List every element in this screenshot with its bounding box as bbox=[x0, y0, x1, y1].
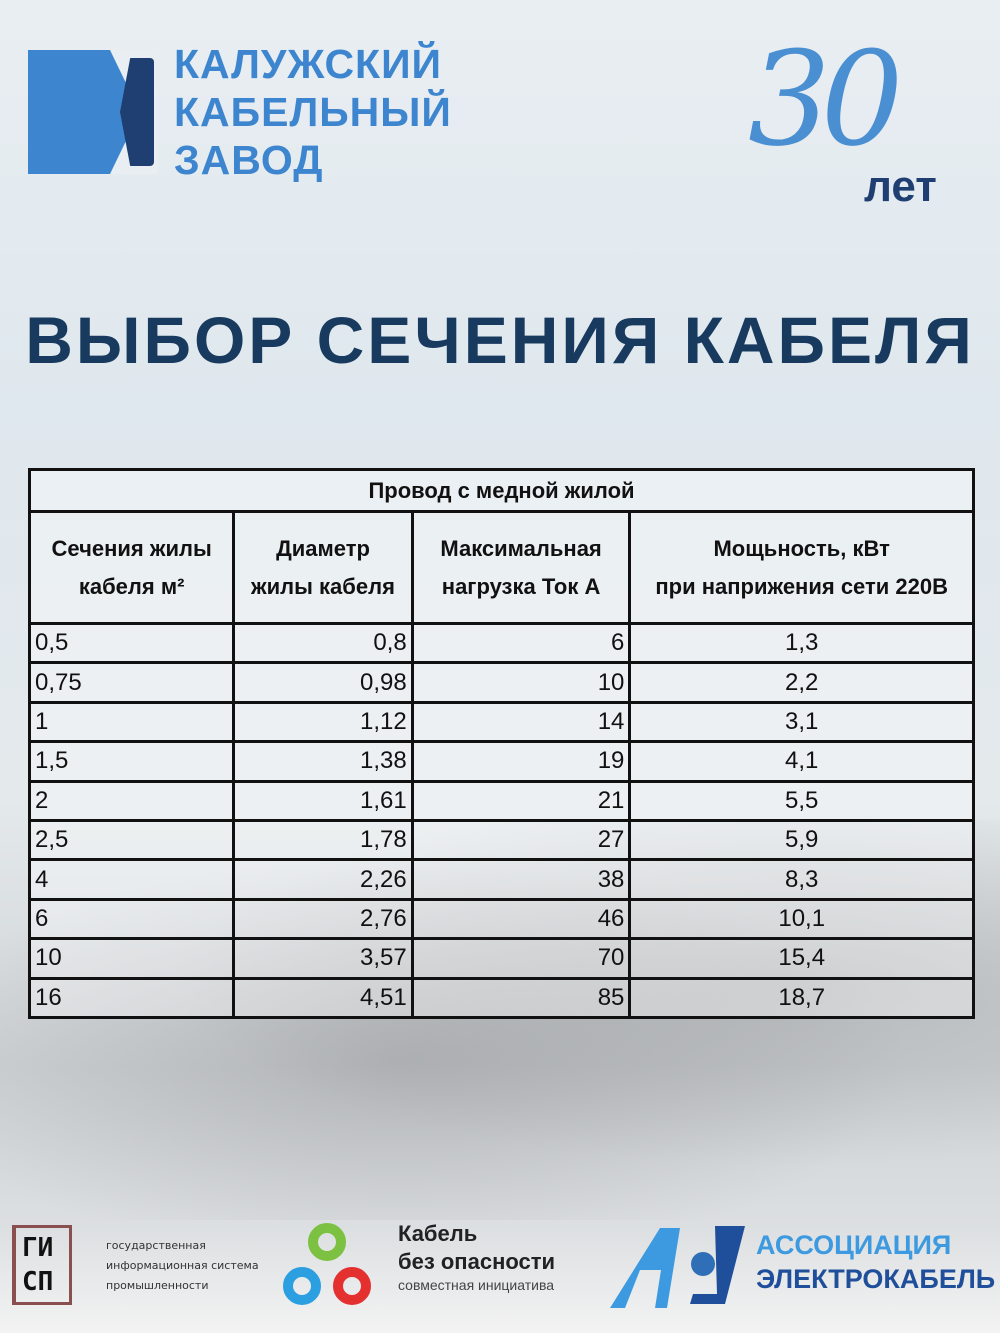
logo-line: ЗАВОД bbox=[174, 137, 324, 183]
gisp-mark: ГИ bbox=[22, 1233, 54, 1263]
table-cell: 2 bbox=[27, 779, 236, 822]
table-cell: 6 bbox=[410, 621, 632, 665]
anniversary-badge: 30 лет bbox=[748, 23, 978, 211]
gisp-text: государственная информационная система п… bbox=[106, 1236, 259, 1296]
table-cell: 2,5 bbox=[27, 818, 236, 862]
table-cell: 38 bbox=[410, 858, 632, 901]
footer-partners: ГИ СП государственная информационная сис… bbox=[0, 1210, 1000, 1310]
table-cell: 70 bbox=[410, 937, 632, 980]
table-cell: 1 bbox=[27, 700, 236, 744]
table-row: 4 2,26 38 8,3 bbox=[27, 858, 975, 901]
table-cell: 5,9 bbox=[628, 818, 975, 862]
table-cell: 15,4 bbox=[628, 937, 975, 980]
anniversary-label: лет bbox=[864, 162, 937, 211]
table-cell: 10 bbox=[410, 661, 632, 704]
table-cell: 46 bbox=[410, 897, 632, 941]
table-cell: 4,51 bbox=[232, 976, 414, 1019]
column-header-line: при наприжения сети 220В bbox=[655, 573, 949, 599]
table-cell: 18,7 bbox=[628, 976, 975, 1019]
column-header: Максимальная нагрузка Ток А bbox=[410, 510, 632, 625]
column-header-line: Сечения жилы bbox=[51, 535, 212, 561]
column-header: Мощьность, кВт при наприжения сети 220В bbox=[628, 510, 975, 625]
column-header: Сечения жилы кабеля м² bbox=[27, 510, 236, 625]
table-row: 1,5 1,38 19 4,1 bbox=[27, 740, 975, 783]
kbo-logo: Кабель без опасности совместная инициати… bbox=[398, 1220, 555, 1294]
kbo-title: без опасности bbox=[398, 1249, 556, 1274]
table-row: 1 1,12 14 3,1 bbox=[27, 700, 975, 744]
table-row: 0,5 0,8 6 1,3 bbox=[27, 621, 975, 665]
gisp-logo: ГИ СП bbox=[12, 1225, 72, 1305]
logo-line: КАБЕЛЬНЫЙ bbox=[174, 89, 452, 135]
column-header-line: нагрузка Ток А bbox=[441, 573, 601, 599]
column-header-line: Мощьность, кВт bbox=[713, 535, 890, 561]
kkz-logo: КАЛУЖСКИЙ КАБЕЛЬНЫЙ ЗАВОД bbox=[28, 41, 468, 183]
column-header-line: кабеля м² bbox=[78, 573, 185, 599]
logo-line: КАЛУЖСКИЙ bbox=[174, 41, 443, 87]
table-cell: 6 bbox=[27, 897, 236, 941]
page-title: ВЫБОР СЕЧЕНИЯ КАБЕЛЯ bbox=[25, 303, 975, 377]
table-row: 2,5 1,78 27 5,9 bbox=[27, 818, 975, 862]
gisp-text-line: информационная система bbox=[106, 1259, 259, 1272]
anniversary-number: 30 bbox=[748, 23, 903, 175]
table-cell: 1,61 bbox=[232, 779, 414, 822]
table-cell: 14 bbox=[410, 700, 632, 744]
table-row: 16 4,51 85 18,7 bbox=[27, 976, 975, 1019]
cable-section-table: Провод с медной жилой Сечения жилы кабеля… bbox=[27, 468, 975, 1019]
table-cell: 10 bbox=[27, 937, 236, 980]
column-header-line: Максимальная bbox=[440, 535, 602, 561]
electrocable-association-icon bbox=[610, 1226, 745, 1308]
table-cell: 16 bbox=[27, 976, 236, 1019]
gisp-mark: СП bbox=[22, 1267, 54, 1297]
table-cell: 4 bbox=[27, 858, 236, 901]
table-cell: 8,3 bbox=[628, 858, 975, 901]
table-cell: 21 bbox=[410, 779, 632, 822]
table-row: 0,75 0,98 10 2,2 bbox=[27, 661, 975, 704]
ae-line: АССОЦИАЦИЯ bbox=[756, 1230, 952, 1260]
table-cell: 1,5 bbox=[27, 740, 236, 783]
table-cell: 27 bbox=[410, 818, 632, 862]
electrocable-association-text: АССОЦИАЦИЯ ЭЛЕКТРОКАБЕЛЬ bbox=[756, 1228, 995, 1296]
table-cell: 85 bbox=[410, 976, 632, 1019]
table-cell: 19 bbox=[410, 740, 632, 783]
table-cell: 4,1 bbox=[628, 740, 975, 783]
kbo-title: Кабель bbox=[398, 1221, 478, 1246]
table-cell: 1,12 bbox=[232, 700, 414, 744]
table-cell: 0,5 bbox=[27, 621, 236, 665]
table-cell: 10,1 bbox=[628, 897, 975, 941]
table-cell: 1,78 bbox=[232, 818, 414, 862]
table-cell: 0,75 bbox=[27, 661, 236, 704]
table-cell: 3,1 bbox=[628, 700, 975, 744]
table-cell: 0,98 bbox=[232, 661, 414, 704]
kbo-subtitle: совместная инициатива bbox=[398, 1277, 555, 1293]
table-cell: 0,8 bbox=[232, 621, 414, 665]
kbo-chain-icon bbox=[283, 1223, 371, 1305]
column-header: Диаметр жилы кабеля bbox=[232, 510, 414, 625]
table-cell: 2,2 bbox=[628, 661, 975, 704]
table-caption: Провод с медной жилой bbox=[28, 468, 975, 513]
table-cell: 1,38 bbox=[232, 740, 414, 783]
table-cell: 3,57 bbox=[232, 937, 414, 980]
kkz-logo-text: КАЛУЖСКИЙ КАБЕЛЬНЫЙ ЗАВОД bbox=[174, 40, 452, 184]
table-cell: 2,26 bbox=[232, 858, 414, 901]
table-row: 2 1,61 21 5,5 bbox=[27, 779, 975, 822]
ae-line: ЭЛЕКТРОКАБЕЛЬ bbox=[756, 1264, 996, 1294]
table-cell: 5,5 bbox=[628, 779, 975, 822]
table-row: 6 2,76 46 10,1 bbox=[27, 897, 975, 941]
column-header-line: Диаметр bbox=[276, 535, 370, 561]
gisp-text-line: промышленности bbox=[106, 1279, 209, 1292]
table-cell: 2,76 bbox=[232, 897, 414, 941]
table-cell: 1,3 bbox=[628, 621, 975, 665]
table-row: 10 3,57 70 15,4 bbox=[27, 937, 975, 980]
gisp-text-line: государственная bbox=[106, 1239, 206, 1252]
column-header-line: жилы кабеля bbox=[251, 573, 395, 599]
